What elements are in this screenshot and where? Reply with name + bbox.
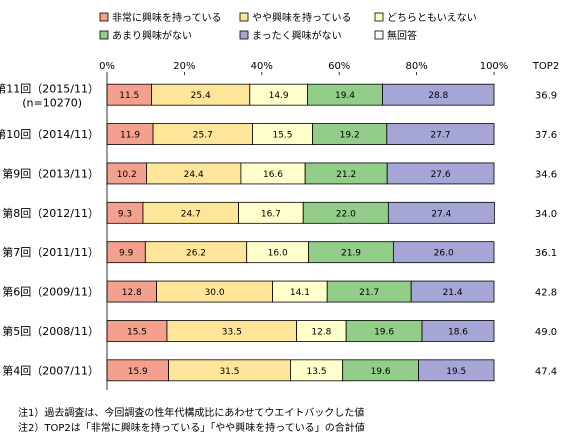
data-label: 21.2 <box>336 170 356 180</box>
data-label: 27.4 <box>431 209 451 219</box>
top2-value: 34.0 <box>535 209 557 220</box>
data-label: 16.7 <box>261 209 281 219</box>
data-label: 22.0 <box>336 209 356 219</box>
data-label: 11.5 <box>119 91 139 101</box>
data-label: 15.5 <box>127 327 147 337</box>
data-label: 19.4 <box>335 91 355 101</box>
data-label: 21.4 <box>443 288 463 298</box>
data-label: 14.1 <box>290 288 310 298</box>
x-tick-label: 100% <box>480 61 509 72</box>
data-label: 21.9 <box>341 249 361 259</box>
bar-segment <box>421 320 495 342</box>
data-label: 26.2 <box>186 249 206 259</box>
category-label: 第5回（2008/11） <box>2 324 99 338</box>
bar-segment <box>386 123 495 145</box>
data-label: 27.7 <box>430 131 450 141</box>
data-label: 12.8 <box>311 327 331 337</box>
top2-value: 42.8 <box>535 288 557 299</box>
data-label: 14.9 <box>269 91 289 101</box>
legend-label: やや興味を持っている <box>252 11 352 24</box>
data-label: 19.6 <box>371 367 391 377</box>
category-label: 第10回（2014/11） <box>0 127 99 141</box>
data-label: 28.8 <box>428 91 448 101</box>
data-label: 15.9 <box>128 367 148 377</box>
x-tick-label: 40% <box>251 61 273 72</box>
x-tick-label: 0% <box>99 61 115 72</box>
data-label: 25.7 <box>193 131 213 141</box>
data-label: 21.7 <box>359 288 379 298</box>
data-label: 19.5 <box>446 367 466 377</box>
legend-label: あまり興味がない <box>112 29 192 42</box>
data-label: 10.2 <box>117 170 137 180</box>
bar-segment <box>387 201 495 224</box>
top2-value: 49.0 <box>535 327 557 338</box>
bar-segment <box>382 83 495 106</box>
data-label: 13.5 <box>307 367 327 377</box>
footnote-2: 注2）TOP2は「非常に興味を持っている」「やや興味を持っている」の合計値 <box>18 423 365 434</box>
data-label: 15.5 <box>272 131 292 141</box>
category-label: 第7回（2011/11） <box>2 245 99 259</box>
top2-value: 47.4 <box>535 366 557 377</box>
category-label: 第4回（2007/11） <box>2 363 99 377</box>
data-label: 19.2 <box>340 131 360 141</box>
top2-value: 37.6 <box>535 130 557 141</box>
data-label: 16.6 <box>263 170 283 180</box>
category-label: 第8回（2012/11） <box>2 206 99 220</box>
top2-value: 34.6 <box>535 169 557 180</box>
data-label: 26.0 <box>434 249 454 259</box>
legend-label: 無回答 <box>387 29 417 42</box>
legend-swatch <box>239 12 249 22</box>
category-label: 第6回（2009/11） <box>2 285 99 299</box>
legend-swatch <box>99 12 109 22</box>
category-sublabel: (n=10270) <box>22 97 82 110</box>
data-label: 31.5 <box>219 367 239 377</box>
data-label: 11.9 <box>120 131 140 141</box>
x-tick-label: 80% <box>405 61 427 72</box>
x-tick-label: 60% <box>328 61 350 72</box>
bar-segment <box>386 162 495 185</box>
data-label: 12.8 <box>122 288 142 298</box>
top2-header: TOP2 <box>532 61 559 72</box>
category-label: 第11回（2015/11） <box>0 82 99 96</box>
data-label: 9.9 <box>119 249 134 259</box>
category-label: 第9回（2013/11） <box>2 166 99 180</box>
data-label: 18.6 <box>448 327 468 337</box>
legend-label: どちらともいえない <box>387 12 477 24</box>
data-label: 33.5 <box>222 327 242 337</box>
data-label: 19.6 <box>374 327 394 337</box>
footnote-1: 注1）過去調査は、今回調査の性年代構成比にあわせてウエイトバックした値 <box>18 408 365 419</box>
top2-value: 36.9 <box>535 91 557 102</box>
bar-segment <box>410 280 495 303</box>
data-label: 16.0 <box>268 249 288 259</box>
legend-swatch <box>374 12 384 22</box>
data-label: 25.4 <box>191 91 211 101</box>
bar-segment <box>392 241 495 264</box>
bar-segment <box>418 359 495 382</box>
legend-label: 非常に興味を持っている <box>112 11 222 24</box>
data-label: 30.0 <box>205 288 225 298</box>
top2-value: 36.1 <box>535 248 557 259</box>
x-tick-label: 20% <box>173 61 195 72</box>
legend-label: まったく興味がない <box>252 29 342 42</box>
data-label: 27.6 <box>431 170 451 180</box>
data-label: 24.4 <box>184 170 204 180</box>
legend-swatch <box>374 30 384 40</box>
data-label: 24.7 <box>181 209 201 219</box>
legend-swatch <box>99 30 109 40</box>
legend-swatch <box>239 30 249 40</box>
data-label: 9.3 <box>118 209 132 219</box>
